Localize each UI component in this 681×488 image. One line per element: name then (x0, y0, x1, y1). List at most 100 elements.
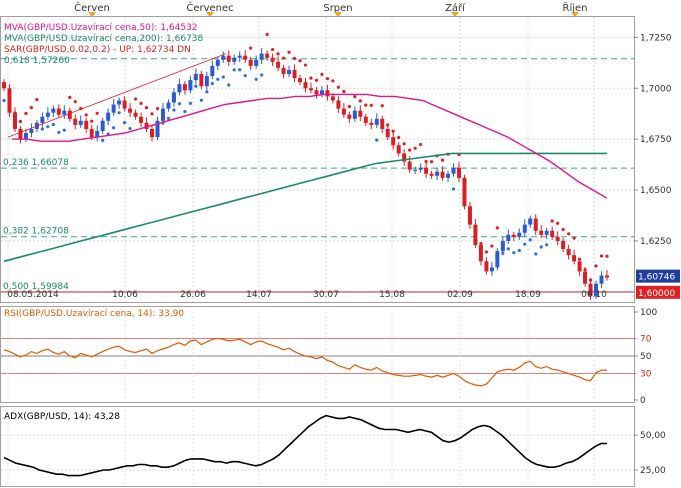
month-label: Srpen (323, 3, 352, 14)
candle-body (577, 261, 582, 272)
candle-body (298, 78, 303, 83)
candle-body (226, 55, 231, 62)
sar-dot (462, 192, 467, 196)
sar-dot (243, 74, 247, 78)
sar-dot (413, 146, 417, 150)
candle-body (303, 82, 308, 89)
candle-body (265, 53, 270, 58)
sar-dot (117, 111, 121, 115)
price-grid (1, 17, 634, 302)
sar-dot (303, 63, 308, 67)
rsi-panel-frame (0, 306, 635, 403)
candle-body (544, 230, 549, 235)
sar-dot (577, 257, 582, 261)
candle-body (605, 275, 609, 278)
sar-dot (51, 122, 55, 127)
sar-dot (287, 50, 291, 54)
sar-dot (599, 254, 604, 258)
candle-body (221, 55, 226, 60)
candle-body (314, 90, 319, 95)
sar-dot (314, 78, 319, 82)
date-x-axis: 08.05.2014 10.06 26.06 14.07 30.07 15.08 02.09… (7, 290, 607, 300)
sar-dot (325, 77, 330, 81)
sar-dot (424, 159, 428, 164)
candle-body (330, 96, 335, 101)
candle-body (440, 171, 445, 178)
sar-dot (199, 98, 203, 102)
y-tick-label: 1,7000 (640, 84, 672, 94)
x-tick-label: 10.06 (112, 290, 138, 300)
sar-dot (276, 52, 280, 56)
sar-dot (490, 244, 494, 248)
x-tick-label: 08.05.2014 (7, 290, 59, 300)
candle-body (467, 206, 472, 225)
sar-dot (583, 268, 587, 272)
candle-body (73, 118, 78, 125)
sar-dot (534, 252, 538, 256)
adx-y-tick-label: 50,00 (640, 431, 666, 441)
sar-dot (254, 77, 258, 81)
sar-dot (342, 89, 346, 94)
sar-dot (331, 79, 335, 83)
adx-legend: ADX(GBP/USD, 14): 43,28 (4, 412, 120, 422)
legend-entry: SAR(GBP/USD,0.02,0.2) - UP: 1,62734 DN (4, 45, 191, 55)
candle-body (45, 112, 50, 117)
candle-body (489, 267, 494, 272)
candle-body (128, 108, 133, 113)
candle-body (84, 120, 89, 129)
candle-body (319, 90, 324, 95)
candle-body (12, 112, 17, 129)
sar-dot (468, 208, 472, 213)
sar-dot (271, 47, 275, 52)
rsi-y-tick-label: 0 (640, 396, 646, 406)
candle-body (67, 110, 72, 119)
sar-dot (528, 238, 532, 242)
sar-dot (24, 111, 28, 116)
sar-dot (292, 56, 297, 61)
sar-dot (73, 100, 77, 104)
adx-line (3, 414, 607, 477)
sar-dot (386, 123, 390, 127)
candle-body (380, 118, 385, 129)
sar-dot (150, 112, 154, 116)
candle-body (369, 122, 374, 125)
candle-body (56, 108, 61, 115)
sar-dot (512, 251, 516, 255)
sar-dot (133, 97, 138, 101)
rsi-level-box (636, 367, 656, 380)
ma200-line (3, 152, 607, 263)
candle-body (204, 76, 209, 87)
sar-dot (57, 130, 61, 135)
candle-body (533, 218, 538, 231)
sar-dot (451, 187, 456, 191)
candle-body (528, 218, 533, 225)
sar-dot (539, 245, 543, 249)
sar-dot (166, 116, 171, 120)
sar-dot (7, 97, 12, 101)
sar-dot (545, 243, 549, 247)
rsi-y-tick-label: 100 (640, 308, 657, 318)
sar-dot (232, 68, 236, 72)
price-series: 0,236 1,66078 0,382 1,62708 0,500 1,59984 (1, 32, 634, 301)
sar-dot (309, 76, 313, 80)
sar-dot (35, 98, 39, 102)
sar-dot (227, 83, 231, 87)
candle-body (539, 230, 544, 235)
sar-dot (369, 103, 373, 107)
candle-body (89, 128, 94, 138)
candle-body (18, 128, 23, 140)
candle-body (259, 53, 264, 60)
sar-dot (238, 68, 242, 72)
sar-dot (320, 72, 324, 77)
sar-dot (484, 250, 488, 254)
candle-body (407, 161, 412, 170)
sar-dot (205, 90, 209, 94)
candle-body (583, 271, 588, 284)
candle-body (456, 167, 461, 178)
candle-body (199, 74, 204, 87)
sar-dot (473, 227, 478, 231)
fib-level-label: 0,236 1,66078 (3, 158, 69, 168)
sar-dot (84, 113, 88, 117)
candle-body (588, 283, 593, 296)
